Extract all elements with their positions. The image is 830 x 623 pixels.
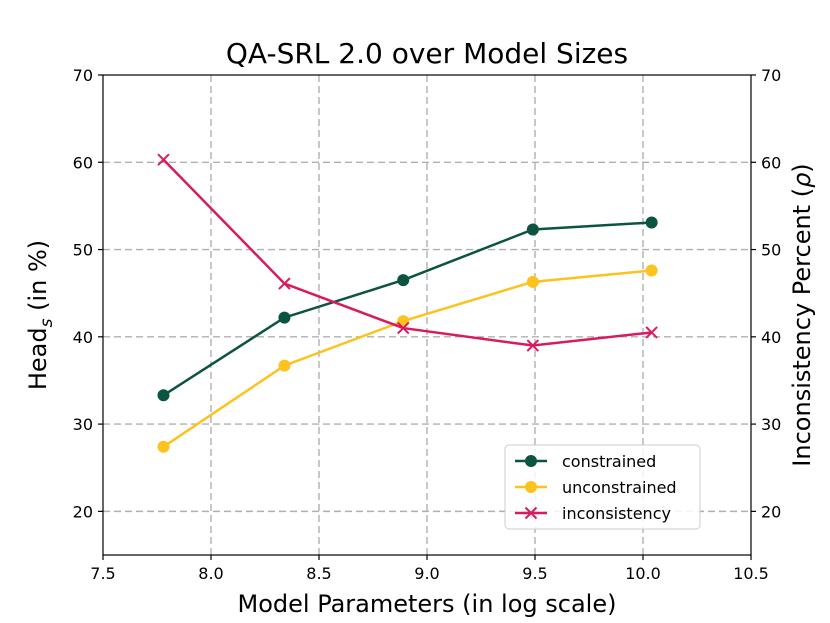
- series-line-unconstrained: [162, 269, 652, 448]
- data-point-unconstrained: [645, 264, 658, 277]
- data-point-constrained: [278, 311, 291, 324]
- data-point-inconsistency: [157, 153, 170, 166]
- series-layer: [157, 153, 658, 453]
- legend-item-constrained: constrained: [515, 452, 656, 471]
- y-tick-label-left: 20: [73, 502, 93, 521]
- data-point-inconsistency-stroke-b: [645, 326, 658, 339]
- y-axis-label-right: Inconsistency Percent (ρ): [788, 163, 816, 466]
- data-point-unconstrained: [526, 275, 539, 288]
- y-tick-label-left: 50: [73, 241, 93, 260]
- data-point-constrained: [157, 389, 170, 402]
- series-inconsistency: [157, 153, 658, 352]
- data-point-inconsistency: [526, 339, 540, 352]
- y-tick-label-right: 30: [761, 415, 781, 434]
- ticks: 7.5 8.0 8.5 9.0 9.5 10.0 10.5 20 20 30 30 40 40 50 50 6…: [73, 66, 782, 583]
- x-tick-label: 10.5: [733, 564, 769, 583]
- y-tick-label-left: 40: [73, 328, 93, 347]
- y-axis-label-right-symbol: ρ: [788, 173, 816, 188]
- data-point-inconsistency-stroke-b: [526, 339, 540, 352]
- data-point-inconsistency-stroke-b: [397, 321, 410, 335]
- data-point-inconsistency: [645, 326, 658, 339]
- y-tick-label-left: 30: [73, 415, 93, 434]
- x-tick-label: 8.0: [198, 564, 223, 583]
- legend-marker: [524, 506, 538, 520]
- chart-title: QA-SRL 2.0 over Model Sizes: [226, 37, 628, 70]
- x-axis-label: Model Parameters (in log scale): [238, 590, 617, 618]
- legend-item-inconsistency: inconsistency: [515, 504, 671, 523]
- legend: constrained unconstrained inconsistency: [504, 444, 701, 530]
- x-tick-label: 7.5: [90, 564, 115, 583]
- legend-label: inconsistency: [562, 504, 671, 523]
- legend-item-unconstrained: unconstrained: [515, 478, 677, 497]
- y-axis-label-left-main: Head: [24, 327, 52, 390]
- y-axis-label-right-rest: ): [788, 163, 816, 172]
- data-point-inconsistency-stroke-b: [157, 153, 170, 166]
- x-tick-label: 9.0: [414, 564, 439, 583]
- data-point-constrained: [645, 216, 658, 229]
- data-point-unconstrained: [157, 440, 170, 453]
- x-tick-label: 8.5: [306, 564, 331, 583]
- y-tick-label-right: 50: [761, 241, 781, 260]
- y-axis-label-left-sub: s: [37, 318, 57, 327]
- y-axis-label-right-main: Inconsistency Percent (: [788, 188, 816, 467]
- legend-label: constrained: [562, 452, 656, 471]
- legend-marker: [525, 455, 537, 467]
- series-constrained: [157, 216, 658, 402]
- legend-label: unconstrained: [562, 478, 677, 497]
- y-axis-label-left: Heads (in %): [24, 240, 57, 390]
- series-line-constrained: [162, 221, 652, 397]
- y-tick-label-right: 60: [761, 153, 781, 172]
- legend-box: [504, 444, 701, 530]
- legend-marker: [525, 481, 537, 493]
- legend-marker-stroke-b: [524, 506, 538, 520]
- y-tick-label-left: 70: [73, 66, 93, 85]
- y-tick-label-right: 40: [761, 328, 781, 347]
- x-tick-label: 10.0: [625, 564, 661, 583]
- data-point-inconsistency-stroke-b: [278, 277, 291, 290]
- data-point-inconsistency: [278, 277, 291, 290]
- data-point-inconsistency: [397, 321, 410, 335]
- x-tick-label: 9.5: [522, 564, 547, 583]
- y-tick-label-right: 70: [761, 66, 781, 85]
- data-point-constrained: [397, 274, 410, 287]
- data-point-unconstrained: [278, 359, 291, 372]
- y-tick-label-left: 60: [73, 153, 93, 172]
- y-axis-label-left-rest: (in %): [24, 240, 52, 319]
- y-tick-label-right: 20: [761, 502, 781, 521]
- data-point-constrained: [526, 223, 539, 236]
